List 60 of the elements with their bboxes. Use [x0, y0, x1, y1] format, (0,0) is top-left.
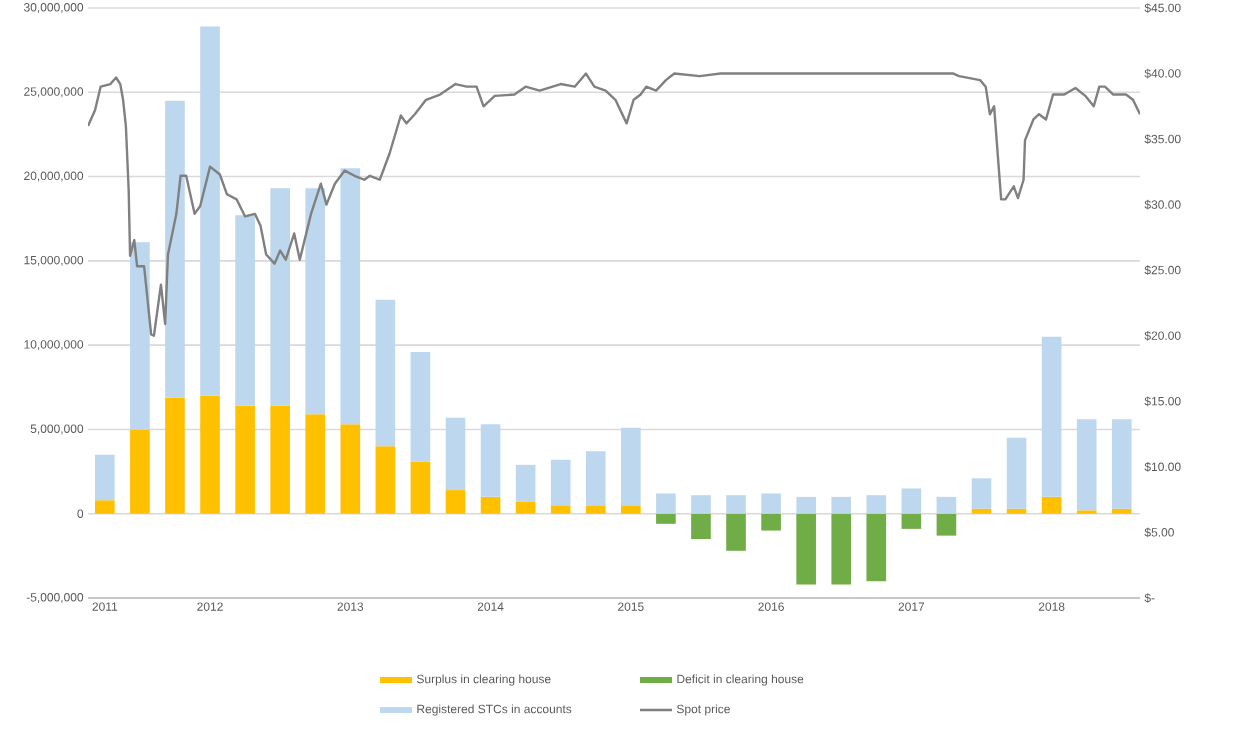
bar: [305, 188, 326, 415]
bar: [1041, 336, 1062, 497]
bar: [1041, 496, 1062, 514]
bar: [585, 451, 606, 506]
bar: [480, 496, 501, 514]
bar: [410, 461, 431, 514]
bar: [691, 513, 711, 539]
bar: [550, 505, 571, 514]
bar: [480, 424, 501, 497]
bar: [1006, 437, 1027, 509]
bar: [235, 405, 255, 514]
bar: [656, 513, 676, 524]
bar: [936, 496, 957, 514]
bar: [340, 424, 361, 514]
bar: [95, 454, 115, 501]
bar: [165, 397, 185, 514]
bar: [901, 488, 922, 514]
bar: [621, 505, 641, 514]
bar: [866, 495, 887, 514]
bar: [550, 459, 571, 506]
bar: [726, 513, 746, 551]
bar: [130, 242, 150, 430]
bar: [95, 500, 115, 514]
bar: [235, 215, 255, 406]
bar: [375, 299, 396, 447]
bar: [1076, 419, 1097, 511]
bar: [445, 490, 466, 514]
bar: [585, 505, 606, 514]
bar: [270, 188, 290, 406]
bar: [936, 513, 957, 536]
bar: [130, 429, 150, 514]
bar: [200, 395, 220, 514]
bar: [796, 513, 816, 585]
bar: [901, 513, 922, 529]
bar: [445, 417, 466, 491]
bar: [866, 513, 887, 582]
bar: [971, 508, 992, 514]
bar: [165, 100, 185, 398]
bar: [270, 405, 290, 514]
bar: [831, 496, 852, 514]
bar: [691, 495, 711, 514]
bar: [515, 464, 536, 502]
bar: [796, 496, 816, 514]
bar: [375, 446, 396, 514]
bar: [761, 493, 781, 514]
bar: [1006, 508, 1027, 514]
bar: [726, 495, 746, 514]
bar: [971, 478, 992, 509]
bar: [1111, 419, 1132, 509]
bar: [1111, 508, 1132, 514]
bar: [410, 351, 431, 462]
bar: [340, 168, 361, 425]
line-series: [88, 72, 1140, 337]
bar: [656, 493, 676, 514]
bar: [621, 427, 641, 506]
bar: [515, 501, 536, 514]
bar: [761, 513, 781, 531]
bar: [831, 513, 852, 585]
bar: [305, 414, 326, 514]
bar: [200, 26, 220, 396]
